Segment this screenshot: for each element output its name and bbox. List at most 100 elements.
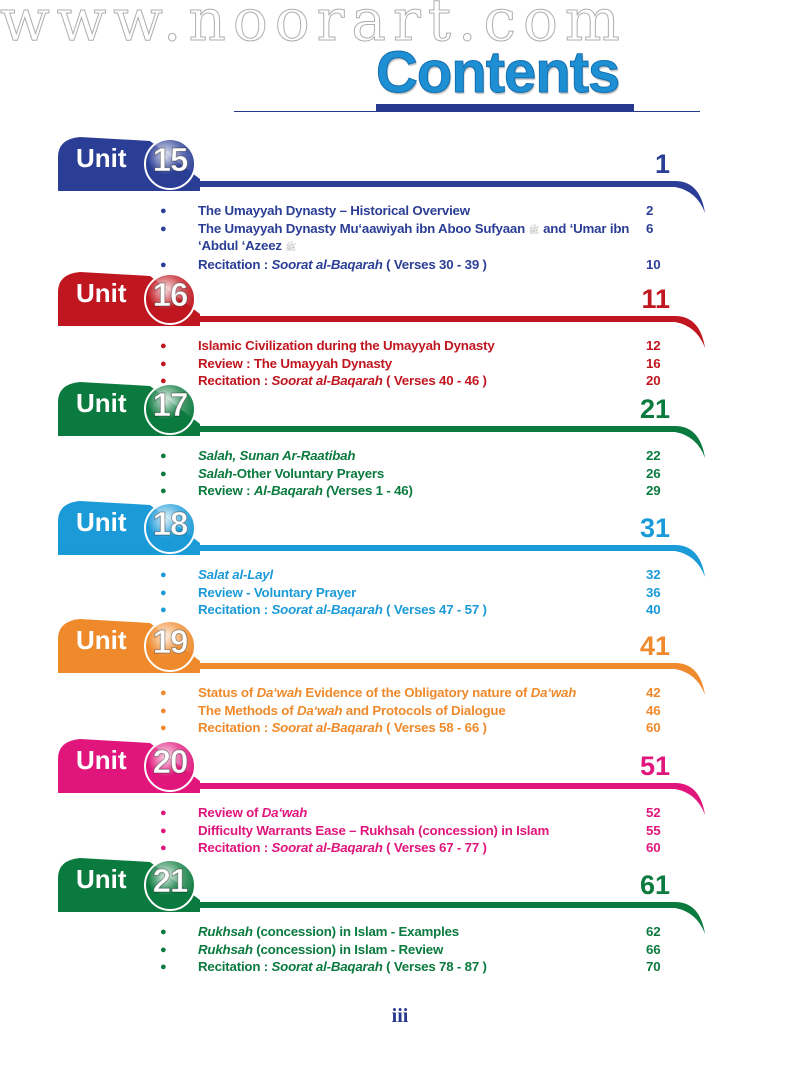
unit-label: Unit [76, 278, 127, 308]
honorific-symbol: ﷺ [285, 242, 297, 252]
unit-items: ● Review of Da‘wah 52 ● Difficulty Warran… [160, 805, 692, 858]
bullet-icon: ● [160, 824, 167, 837]
list-item[interactable]: ● Rukhsah (concession) in Islam - Exampl… [160, 924, 692, 941]
item-page-number: 66 [646, 941, 661, 957]
unit-page-number: 41 [639, 631, 670, 661]
item-text-segment: ( Verses 40 - 46 ) [382, 373, 487, 388]
footer-page-number: iii [391, 1005, 409, 1027]
unit-number-circle [144, 740, 196, 792]
item-page-number: 70 [646, 959, 661, 974]
item-text-segment: The Umayyah Dynasty – Historical Overvie… [198, 203, 470, 218]
item-text-segment: Soorat al-Baqarah [271, 256, 383, 272]
item-title: Salat al-Layl [198, 567, 642, 584]
unit-page-number: 21 [639, 394, 670, 424]
item-title: Difficulty Warrants Ease – Rukhsah (conc… [198, 823, 642, 840]
item-text-segment: (concession) in Islam - Examples [252, 924, 459, 939]
unit-number-circle [144, 859, 196, 911]
item-title: Recitation : Soorat al-Baqarah ( Verses … [198, 840, 642, 857]
item-title: Review of Da‘wah [198, 805, 642, 822]
list-item[interactable]: ● Recitation : Soorat al-Baqarah ( Verse… [160, 720, 692, 737]
item-page-number: 62 [646, 924, 661, 939]
unit-header-graphic [58, 382, 705, 458]
item-text-segment: Rukhsah [198, 924, 253, 939]
item-text-segment: Recitation : [198, 373, 272, 388]
item-title: Salah-Other Voluntary Prayers [198, 466, 642, 483]
item-title: The Umayyah Dynasty – Historical Overvie… [198, 203, 642, 220]
list-item[interactable]: ● Salah-Other Voluntary Prayers 26 [160, 466, 692, 483]
item-page-number: 16 [646, 355, 661, 371]
bullet-icon: ● [160, 687, 167, 699]
item-text-segment: Recitation : [198, 602, 272, 617]
list-item[interactable]: ● Review - Voluntary Prayer 36 [160, 585, 692, 602]
list-item[interactable]: ● Recitation : Soorat al-Baqarah ( Verse… [160, 840, 692, 857]
unit-tab-stripe [58, 184, 158, 190]
bullet-icon: ● [160, 604, 167, 616]
item-title: Salah, Sunan Ar-Raatibah [198, 448, 642, 465]
list-item[interactable]: ● The Umayyah Dynasty – Historical Overv… [160, 203, 692, 220]
unit-number: 20 [152, 743, 189, 781]
item-text-segment: The Methods of [198, 702, 297, 718]
item-text-segment: Islamic Civilization during the Umayyah … [198, 338, 495, 353]
item-text-segment: Soorat al-Baqarah [271, 602, 383, 617]
unit-label: Unit [76, 143, 127, 173]
unit-rule [190, 316, 705, 348]
unit-number-circle [144, 273, 196, 325]
item-text-segment: Recitation : [198, 840, 272, 855]
unit-rule [190, 663, 705, 695]
list-item[interactable]: ● Salat al-Layl 32 [160, 567, 692, 584]
list-item[interactable]: ● Recitation : Soorat al-Baqarah ( Verse… [160, 373, 692, 390]
unit-tab-stripe [58, 319, 158, 325]
unit-number-circle [144, 502, 196, 554]
list-item[interactable]: ● Status of Da‘wah Evidence of the Oblig… [160, 685, 692, 702]
item-text-segment: Soorat al-Baqarah [271, 720, 383, 735]
item-text-segment: Al-Baqarah ( [253, 483, 331, 498]
unit-rule [190, 181, 705, 213]
item-text-segment: Da‘wah [261, 805, 308, 820]
bullet-icon: ● [160, 722, 167, 734]
unit-page-number: 51 [639, 751, 670, 781]
item-text-segment: and Protocols of Dialogue [342, 702, 506, 718]
item-text-segment: Da‘wah [296, 702, 343, 718]
list-item[interactable]: ● Recitation : Soorat al-Baqarah ( Verse… [160, 257, 692, 274]
unit-number: 16 [152, 276, 189, 314]
list-item[interactable]: ● The Umayyah Dynasty Mu‘aawiyah ibn Abo… [160, 221, 692, 256]
item-text-segment: Review : [198, 483, 254, 498]
list-item[interactable]: ● Review : The Umayyah Dynasty 16 [160, 356, 692, 373]
list-item[interactable]: ● Recitation : Soorat al-Baqarah ( Verse… [160, 602, 692, 619]
item-text-segment: Review : The Umayyah Dynasty [198, 355, 392, 371]
unit-tab-stripe [58, 905, 158, 911]
honorific-symbol: ﷺ [528, 224, 540, 235]
bullet-icon: ● [160, 943, 167, 956]
list-item[interactable]: ● Difficulty Warrants Ease – Rukhsah (co… [160, 823, 692, 840]
item-page-number: 40 [646, 602, 661, 617]
unit-tab-stripe [58, 666, 158, 672]
bullet-icon: ● [160, 205, 167, 217]
unit-header-graphic [58, 739, 705, 815]
item-title: Recitation : Soorat al-Baqarah ( Verses … [198, 602, 642, 619]
item-page-number: 26 [646, 465, 661, 481]
page-title: Contents [375, 40, 620, 106]
unit-rule [190, 783, 705, 815]
bullet-icon: ● [160, 485, 167, 497]
item-text-segment: Salat al-Layl [198, 567, 273, 582]
title-underline-bar [376, 104, 634, 112]
item-page-number: 42 [646, 685, 661, 700]
unit-page-number: 11 [641, 284, 670, 314]
list-item[interactable]: ● Rukhsah (concession) in Islam - Review… [160, 942, 692, 959]
unit-items: ● Salat al-Layl 32 ● Review - Voluntary P… [160, 567, 692, 620]
list-item[interactable]: ● Recitation : Soorat al-Baqarah ( Verse… [160, 959, 692, 976]
list-item[interactable]: ● Review : Al-Baqarah (Verses 1 - 46) 29 [160, 483, 692, 500]
list-item[interactable]: ● The Methods of Da‘wah and Protocols of… [160, 703, 692, 720]
unit-number: 18 [152, 505, 189, 543]
unit-number-circle [144, 620, 196, 672]
list-item[interactable]: ● Review of Da‘wah 52 [160, 805, 692, 822]
unit-tab-stripe [58, 786, 158, 792]
unit-items: ● Islamic Civilization during the Umayya… [160, 338, 692, 391]
bullet-icon: ● [160, 807, 167, 819]
item-text-segment: Recitation : [198, 256, 272, 272]
list-item[interactable]: ● Islamic Civilization during the Umayya… [160, 338, 692, 355]
item-title: The Umayyah Dynasty Mu‘aawiyah ibn Aboo … [198, 221, 642, 256]
item-text-segment: ( Verses 30 - 39 ) [382, 256, 487, 272]
item-title: Recitation : Soorat al-Baqarah ( Verses … [198, 720, 642, 737]
list-item[interactable]: ● Salah, Sunan Ar-Raatibah 22 [160, 448, 692, 465]
